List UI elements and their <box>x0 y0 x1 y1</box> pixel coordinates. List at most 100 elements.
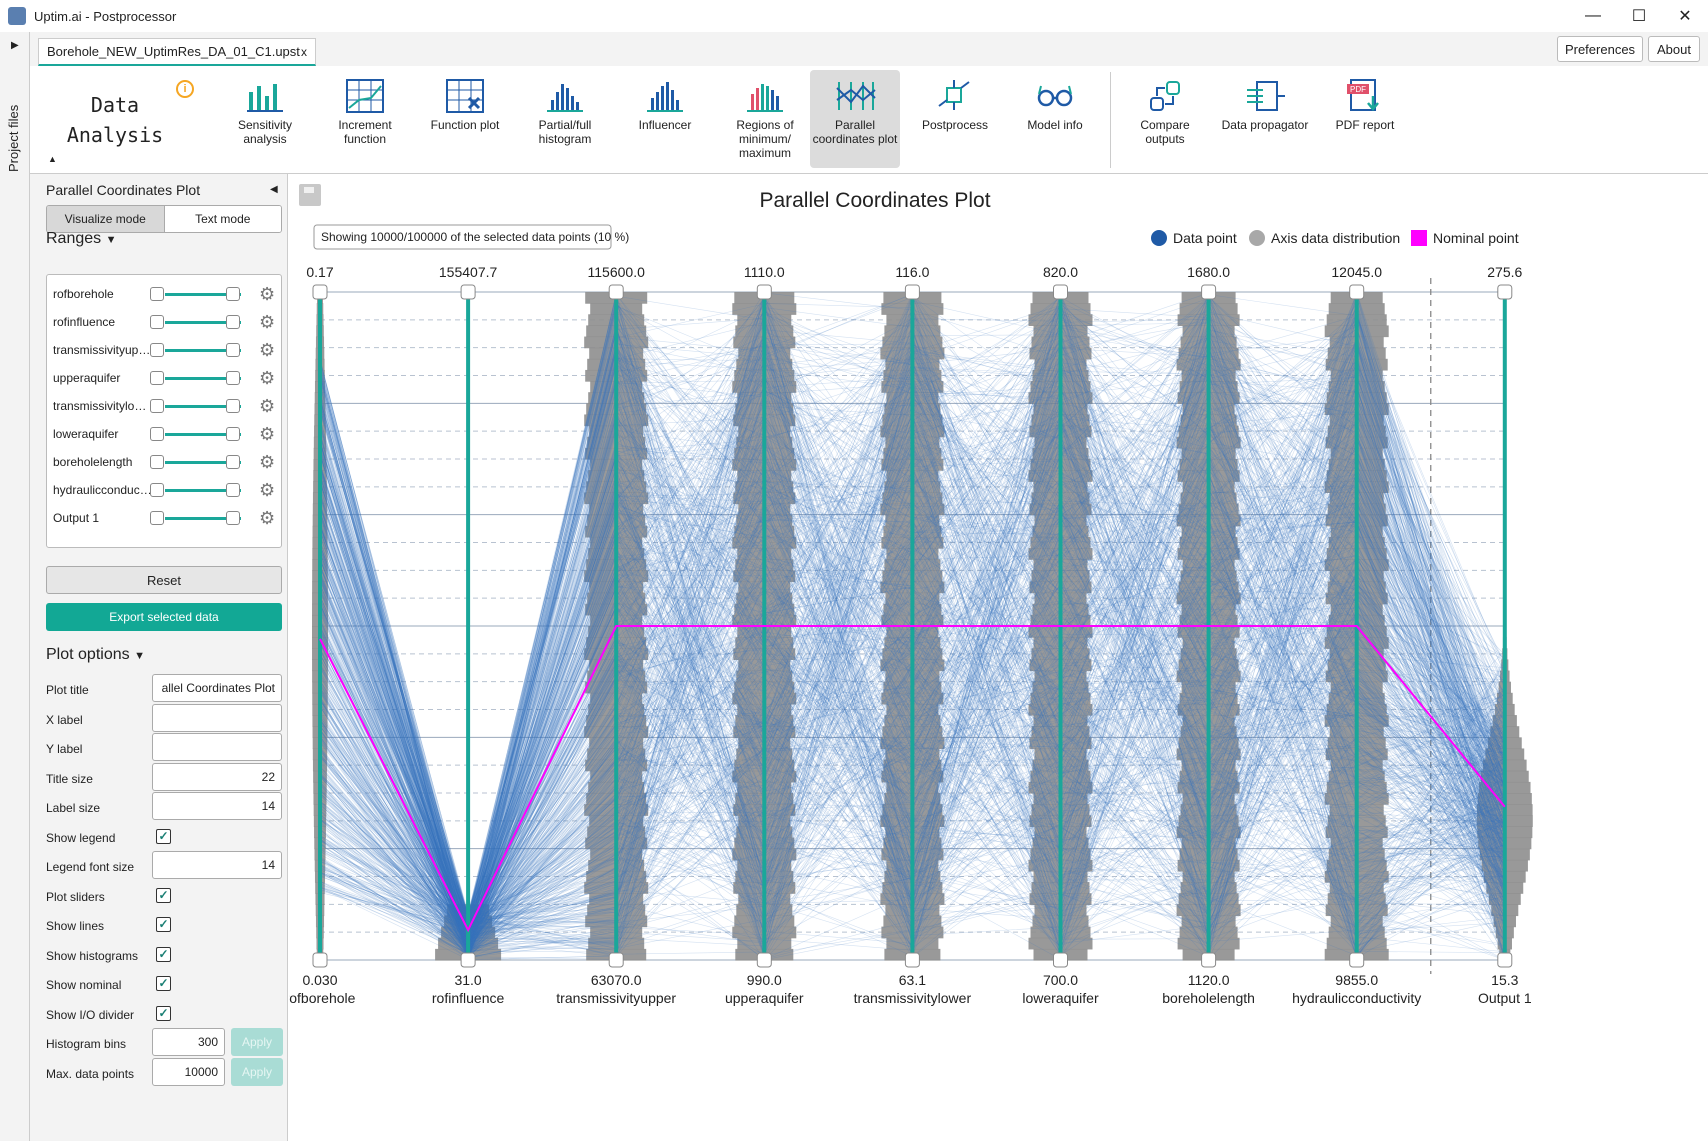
influencer-button[interactable]: Influencer <box>620 70 710 168</box>
label-size-input[interactable]: 14 <box>152 792 282 820</box>
x-label-input[interactable] <box>152 704 282 732</box>
preferences-button[interactable]: Preferences <box>1557 36 1643 62</box>
about-button[interactable]: About <box>1648 36 1700 62</box>
model-info-button[interactable]: Model info <box>1010 70 1100 168</box>
range-min-handle[interactable] <box>150 427 164 441</box>
plot-sliders-checkbox[interactable]: ✓ <box>156 888 171 903</box>
export-selected-data-button[interactable]: Export selected data <box>46 603 282 631</box>
range-min-handle[interactable] <box>150 287 164 301</box>
gear-icon[interactable]: ⚙ <box>259 340 276 360</box>
range-min-handle[interactable] <box>150 315 164 329</box>
close-button[interactable]: ✕ <box>1678 8 1692 25</box>
visualize-mode-button[interactable]: Visualize mode <box>47 206 165 232</box>
regions-button[interactable]: Regions of minimum/ maximum <box>720 70 810 168</box>
gear-icon[interactable]: ⚙ <box>259 480 276 500</box>
range-max-handle[interactable] <box>226 287 240 301</box>
legend-font-size-input[interactable]: 14 <box>152 851 282 879</box>
gear-icon[interactable]: ⚙ <box>259 424 276 444</box>
axis-min-handle <box>460 952 476 968</box>
option-row: Label size 14 <box>46 792 282 822</box>
gear-icon[interactable]: ⚙ <box>259 508 276 528</box>
text-mode-button[interactable]: Text mode <box>164 206 281 232</box>
save-icon[interactable] <box>299 184 321 206</box>
project-files-strip[interactable]: ▶ Project files <box>0 32 30 1141</box>
info-text: Showing 10000/100000 of the selected dat… <box>321 230 629 244</box>
close-tab-icon[interactable]: x <box>301 45 307 59</box>
range-min-handle[interactable] <box>150 455 164 469</box>
range-max-handle[interactable] <box>226 427 240 441</box>
range-slider-track[interactable] <box>165 489 241 492</box>
y-label-input[interactable] <box>152 733 282 761</box>
ribbon: Data Analysis i ▲ Sensitivity analysis I… <box>30 66 1708 174</box>
show-io-divider-checkbox[interactable]: ✓ <box>156 1006 171 1021</box>
range-max-handle[interactable] <box>226 371 240 385</box>
range-slider-track[interactable] <box>165 349 241 352</box>
range-min-handle[interactable] <box>150 511 164 525</box>
range-slider-track[interactable] <box>165 461 241 464</box>
panel-title: Parallel Coordinates Plot <box>46 182 201 198</box>
postprocess-button[interactable]: Postprocess <box>910 70 1000 168</box>
option-row: Legend font size 14 <box>46 851 282 881</box>
parallel-coordinates-chart: Parallel Coordinates Plot Showing 10000/… <box>289 189 1533 1006</box>
title-size-input[interactable]: 22 <box>152 763 282 791</box>
show-histograms-checkbox[interactable]: ✓ <box>156 947 171 962</box>
axis-min-label: 0.030 <box>302 972 337 988</box>
range-slider-track[interactable] <box>165 433 241 436</box>
axis-max-handle <box>1201 284 1217 300</box>
collapse-panel-icon[interactable]: ◀ <box>270 184 278 195</box>
maximize-button[interactable]: ☐ <box>1631 8 1647 25</box>
range-min-handle[interactable] <box>150 399 164 413</box>
document-tab[interactable]: Borehole_NEW_UptimRes_DA_01_C1.upst x <box>38 38 316 66</box>
option-row: Show nominal ✓ <box>46 969 282 999</box>
parallel-coordinates-button[interactable]: Parallel coordinates plot <box>810 70 900 168</box>
minimize-button[interactable]: — <box>1585 7 1601 24</box>
range-max-handle[interactable] <box>226 399 240 413</box>
data-propagator-button[interactable]: Data propagator <box>1220 70 1310 168</box>
left-panel: Parallel Coordinates Plot ◀ Visualize mo… <box>30 174 288 1141</box>
range-max-handle[interactable] <box>226 511 240 525</box>
range-slider-track[interactable] <box>165 293 241 296</box>
gear-icon[interactable]: ⚙ <box>259 396 276 416</box>
function-plot-button[interactable]: Function plot <box>420 70 510 168</box>
project-files-label[interactable]: Project files <box>6 104 21 172</box>
range-slider-track[interactable] <box>165 405 241 408</box>
sensitivity-analysis-button[interactable]: Sensitivity analysis <box>220 70 310 168</box>
range-min-handle[interactable] <box>150 343 164 357</box>
compare-outputs-label: Compare outputs <box>1140 118 1190 146</box>
max-data-points-input[interactable]: 10000 <box>152 1058 225 1086</box>
gear-icon[interactable]: ⚙ <box>259 312 276 332</box>
range-min-handle[interactable] <box>150 371 164 385</box>
increment-function-button[interactable]: Increment function <box>320 70 410 168</box>
expand-arrow-icon[interactable]: ▶ <box>11 40 19 51</box>
gear-icon[interactable]: ⚙ <box>259 452 276 472</box>
plot-title-input[interactable]: allel Coordinates Plot <box>152 674 282 702</box>
histogram-icon <box>547 84 583 112</box>
range-min-handle[interactable] <box>150 483 164 497</box>
compare-outputs-button[interactable]: Compare outputs <box>1120 70 1210 168</box>
range-max-handle[interactable] <box>226 483 240 497</box>
ranges-section-toggle[interactable]: Ranges ▼ <box>46 230 117 248</box>
plot-options-toggle[interactable]: Plot options ▼ <box>46 646 145 664</box>
data-analysis-title: Data Analysis <box>66 93 164 147</box>
histogram-button[interactable]: Partial/full histogram <box>520 70 610 168</box>
range-max-handle[interactable] <box>226 455 240 469</box>
collapse-ribbon-icon[interactable]: ▲ <box>48 154 57 164</box>
range-slider-track[interactable] <box>165 377 241 380</box>
reset-button[interactable]: Reset <box>46 566 282 594</box>
info-icon[interactable]: i <box>176 80 194 98</box>
pdf-report-button[interactable]: PDF PDF report <box>1320 70 1410 168</box>
show-nominal-checkbox[interactable]: ✓ <box>156 976 171 991</box>
apply-bins-button[interactable]: Apply <box>231 1028 283 1056</box>
plot-options-title: Plot options <box>46 646 130 663</box>
gear-icon[interactable]: ⚙ <box>259 368 276 388</box>
show-lines-checkbox[interactable]: ✓ <box>156 917 171 932</box>
range-slider-track[interactable] <box>165 321 241 324</box>
apply-max-points-button[interactable]: Apply <box>231 1058 283 1086</box>
range-max-handle[interactable] <box>226 315 240 329</box>
range-slider-track[interactable] <box>165 517 241 520</box>
range-row: transmissivityupper ⚙ <box>47 335 283 365</box>
histogram-bins-input[interactable]: 300 <box>152 1028 225 1056</box>
gear-icon[interactable]: ⚙ <box>259 284 276 304</box>
range-max-handle[interactable] <box>226 343 240 357</box>
show-legend-checkbox[interactable]: ✓ <box>156 829 171 844</box>
